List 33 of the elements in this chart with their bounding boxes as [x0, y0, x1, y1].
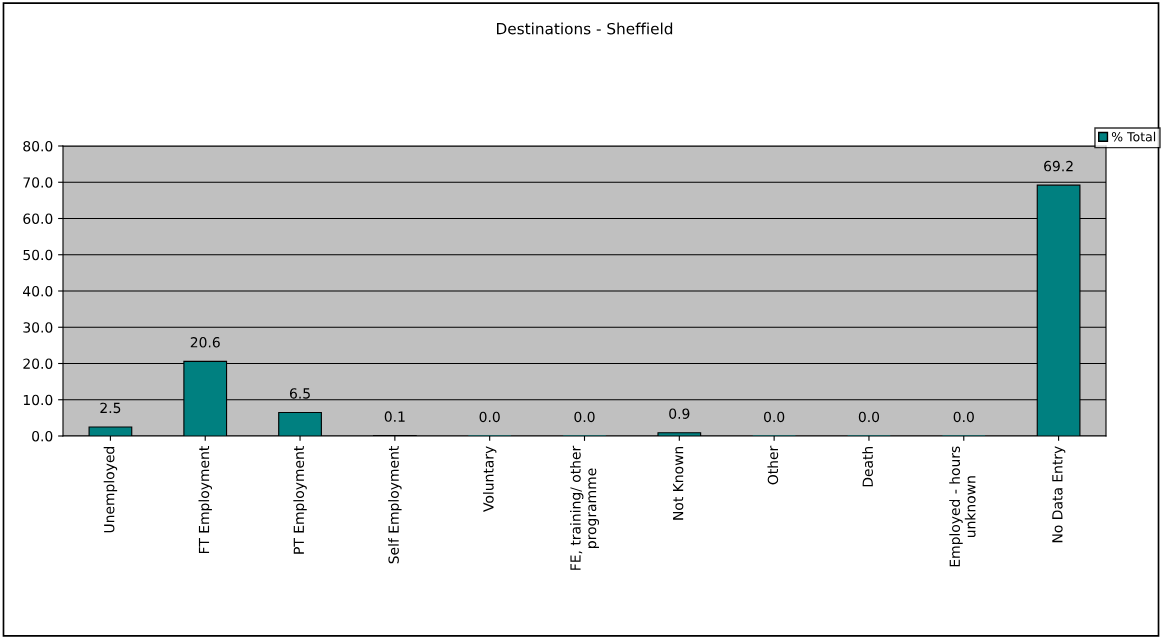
data-label: 0.0: [953, 411, 974, 423]
data-label: 0.0: [764, 411, 785, 423]
y-tick-label: 80.0: [23, 140, 53, 152]
x-tick-label: Self Employment: [388, 446, 402, 564]
y-tick-label: 70.0: [23, 177, 53, 188]
x-tick-label: Voluntary: [482, 446, 497, 512]
y-tick-label: 60.0: [23, 213, 53, 224]
y-tick-label: 0.0: [32, 430, 53, 442]
x-tick-label: FT Employment: [198, 446, 212, 554]
data-label: 0.0: [574, 411, 595, 423]
data-label: 69.2: [1044, 160, 1073, 172]
x-tick-label: FE, training/ other programme: [570, 445, 599, 570]
data-label: 0.0: [858, 411, 880, 423]
y-tick-label: 20.0: [23, 358, 53, 369]
x-tick-label: PT Employment: [293, 446, 307, 554]
x-tick-label: Employed - hours unknown: [949, 446, 976, 567]
chart-title: Destinations - Sheffield: [497, 22, 673, 35]
x-tick-label: Unemployed: [103, 446, 118, 533]
y-tick-label: 50.0: [23, 249, 53, 261]
y-tick-label: 40.0: [23, 285, 53, 297]
y-tick-label: 10.0: [23, 394, 53, 406]
y-tick-label: 30.0: [23, 322, 53, 333]
data-label: 2.5: [100, 402, 121, 414]
data-label: 0.0: [479, 411, 500, 423]
x-tick-label: Other: [767, 445, 779, 485]
legend-label: % Total: [1111, 131, 1156, 142]
x-tick-label: No Data Entry: [1052, 446, 1066, 543]
x-tick-label: Not Known: [673, 446, 684, 520]
data-label: 0.1: [384, 411, 405, 422]
data-label: 6.5: [289, 388, 310, 399]
x-tick-label: Death: [862, 446, 873, 487]
data-label: 20.6: [190, 337, 220, 348]
data-label: 0.9: [669, 408, 690, 419]
